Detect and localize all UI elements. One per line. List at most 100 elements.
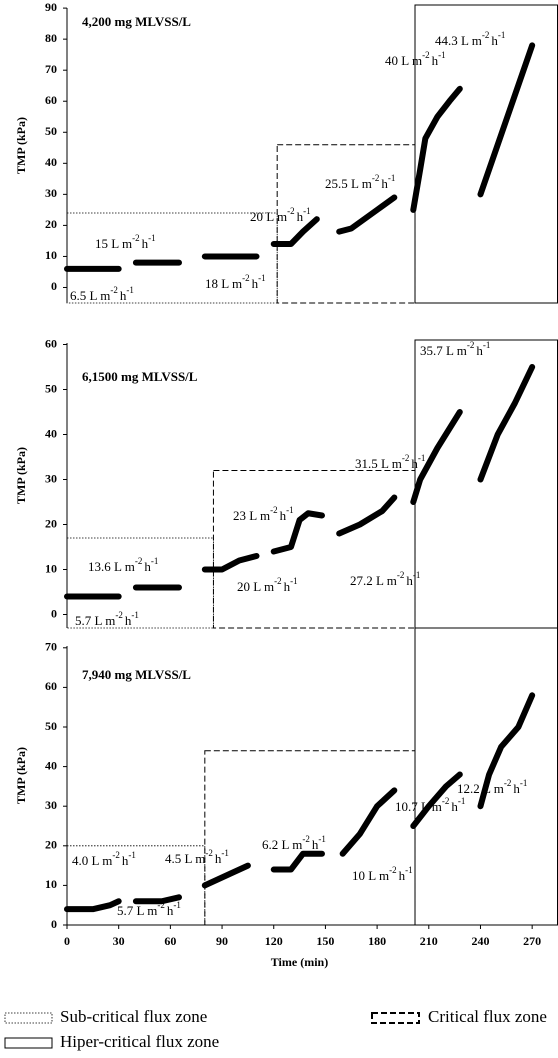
x-tick-label: 210	[420, 934, 438, 948]
y-tick-label: 70	[45, 62, 57, 76]
y-tick-label: 40	[45, 758, 57, 772]
flux-zone	[414, 339, 558, 629]
flux-unit: h	[215, 851, 222, 866]
flux-unit: L m	[376, 573, 397, 588]
flux-unit: L m	[282, 837, 303, 852]
flux-exp: -1	[438, 50, 446, 60]
flux-unit: L m	[185, 851, 206, 866]
flux-exp: -2	[442, 796, 450, 806]
flux-unit: h	[411, 456, 418, 471]
flux-unit: L m	[92, 853, 113, 868]
flux-zone	[66, 537, 214, 629]
flux-unit: h	[432, 53, 439, 68]
y-tick-label: 60	[45, 93, 57, 107]
flux-exp: -1	[388, 173, 396, 183]
flux-label: 4.5 L m-2 h-1	[165, 848, 229, 866]
y-tick-label: 30	[45, 471, 57, 485]
y-tick-label: 70	[45, 640, 57, 654]
flux-exp: -2	[132, 233, 140, 243]
flux-exp: -1	[483, 340, 491, 350]
legend-swatch	[371, 1012, 420, 1024]
flux-exp: -2	[115, 610, 123, 620]
legend-swatch	[4, 1037, 53, 1049]
flux-label: 40 L m-2 h-1	[385, 50, 446, 68]
tmp-line	[64, 42, 536, 272]
flux-label: 27.2 L m-2 h-1	[350, 570, 420, 588]
flux-unit: L m	[253, 579, 274, 594]
flux-exp: -2	[287, 206, 295, 216]
panel-title: 4,200 mg MLVSS/L	[82, 14, 191, 29]
flux-value: 5.7	[117, 903, 134, 918]
y-axis-label: TMP (kPa)	[14, 117, 28, 174]
x-tick-label: 90	[216, 934, 228, 948]
y-tick-label: 90	[45, 0, 57, 14]
flux-label: 5.7 L m-2 h-1	[75, 610, 139, 628]
flux-exp: -2	[467, 340, 475, 350]
x-tick-label: 180	[368, 934, 386, 948]
y-tick-label: 80	[45, 31, 57, 45]
flux-exp: -1	[303, 206, 311, 216]
flux-exp: -2	[372, 173, 380, 183]
flux-value: 12.2	[457, 781, 480, 796]
flux-exp: -2	[389, 865, 397, 875]
flux-unit: h	[280, 508, 287, 523]
flux-label: 23 L m-2 h-1	[233, 505, 294, 523]
flux-value: 6.5	[70, 288, 86, 303]
flux-value: 4.0	[72, 853, 88, 868]
flux-label: 20 L m-2 h-1	[250, 206, 311, 224]
flux-unit: L m	[90, 288, 111, 303]
flux-unit: h	[297, 209, 304, 224]
y-tick-label: 0	[51, 917, 57, 931]
flux-label: 4.0 L m-2 h-1	[72, 850, 136, 868]
y-tick-label: 20	[45, 516, 57, 530]
y-tick-label: 30	[45, 186, 57, 200]
flux-zone	[212, 470, 416, 629]
y-tick-label: 10	[45, 561, 57, 575]
y-tick-label: 60	[45, 336, 57, 350]
flux-exp: -1	[148, 233, 156, 243]
flux-unit: L m	[137, 903, 158, 918]
flux-exp: -2	[205, 848, 213, 858]
flux-exp: -2	[274, 576, 282, 586]
flux-value: 15	[95, 236, 108, 251]
flux-exp: -1	[131, 610, 139, 620]
flux-label: 13.6 L m-2 h-1	[88, 556, 158, 574]
flux-exp: -1	[258, 273, 266, 283]
flux-label: 6.2 L m-2 h-1	[262, 834, 326, 852]
flux-unit: L m	[114, 559, 135, 574]
legend-label: Hiper-critical flux zone	[60, 1032, 219, 1051]
x-tick-label: 30	[113, 934, 125, 948]
flux-value: 20	[237, 579, 250, 594]
x-tick-label: 60	[164, 934, 176, 948]
panel-title: 7,940 mg MLVSS/L	[82, 667, 191, 682]
flux-value: 13.6	[88, 559, 111, 574]
y-tick-label: 0	[51, 606, 57, 620]
flux-unit: h	[476, 343, 483, 358]
flux-unit: L m	[221, 276, 242, 291]
flux-label: 25.5 L m-2 h-1	[325, 173, 395, 191]
flux-exp: -1	[318, 834, 326, 844]
flux-label: 6.5 L m-2 h-1	[70, 285, 134, 303]
flux-exp: -2	[504, 778, 512, 788]
flux-exp: -2	[482, 30, 490, 40]
flux-unit: L m	[368, 868, 389, 883]
y-tick-label: 50	[45, 381, 57, 395]
flux-exp: -1	[405, 865, 413, 875]
legend-label: Sub-critical flux zone	[60, 1007, 207, 1026]
y-axis-label: TMP (kPa)	[14, 747, 28, 804]
flux-exp: -1	[498, 30, 506, 40]
flux-zone	[414, 4, 558, 304]
flux-exp: -1	[290, 576, 298, 586]
panel-title: 6,1500 mg MLVSS/L	[82, 369, 198, 384]
y-tick-label: 20	[45, 838, 57, 852]
flux-exp: -2	[402, 453, 410, 463]
flux-unit: h	[252, 276, 259, 291]
flux-value: 27.2	[350, 573, 373, 588]
flux-unit: h	[284, 579, 291, 594]
flux-unit: L m	[95, 613, 116, 628]
flux-unit: L m	[483, 781, 504, 796]
flux-exp: -2	[135, 556, 143, 566]
flux-unit: h	[406, 573, 413, 588]
flux-label: 35.7 L m-2 h-1	[420, 340, 490, 358]
